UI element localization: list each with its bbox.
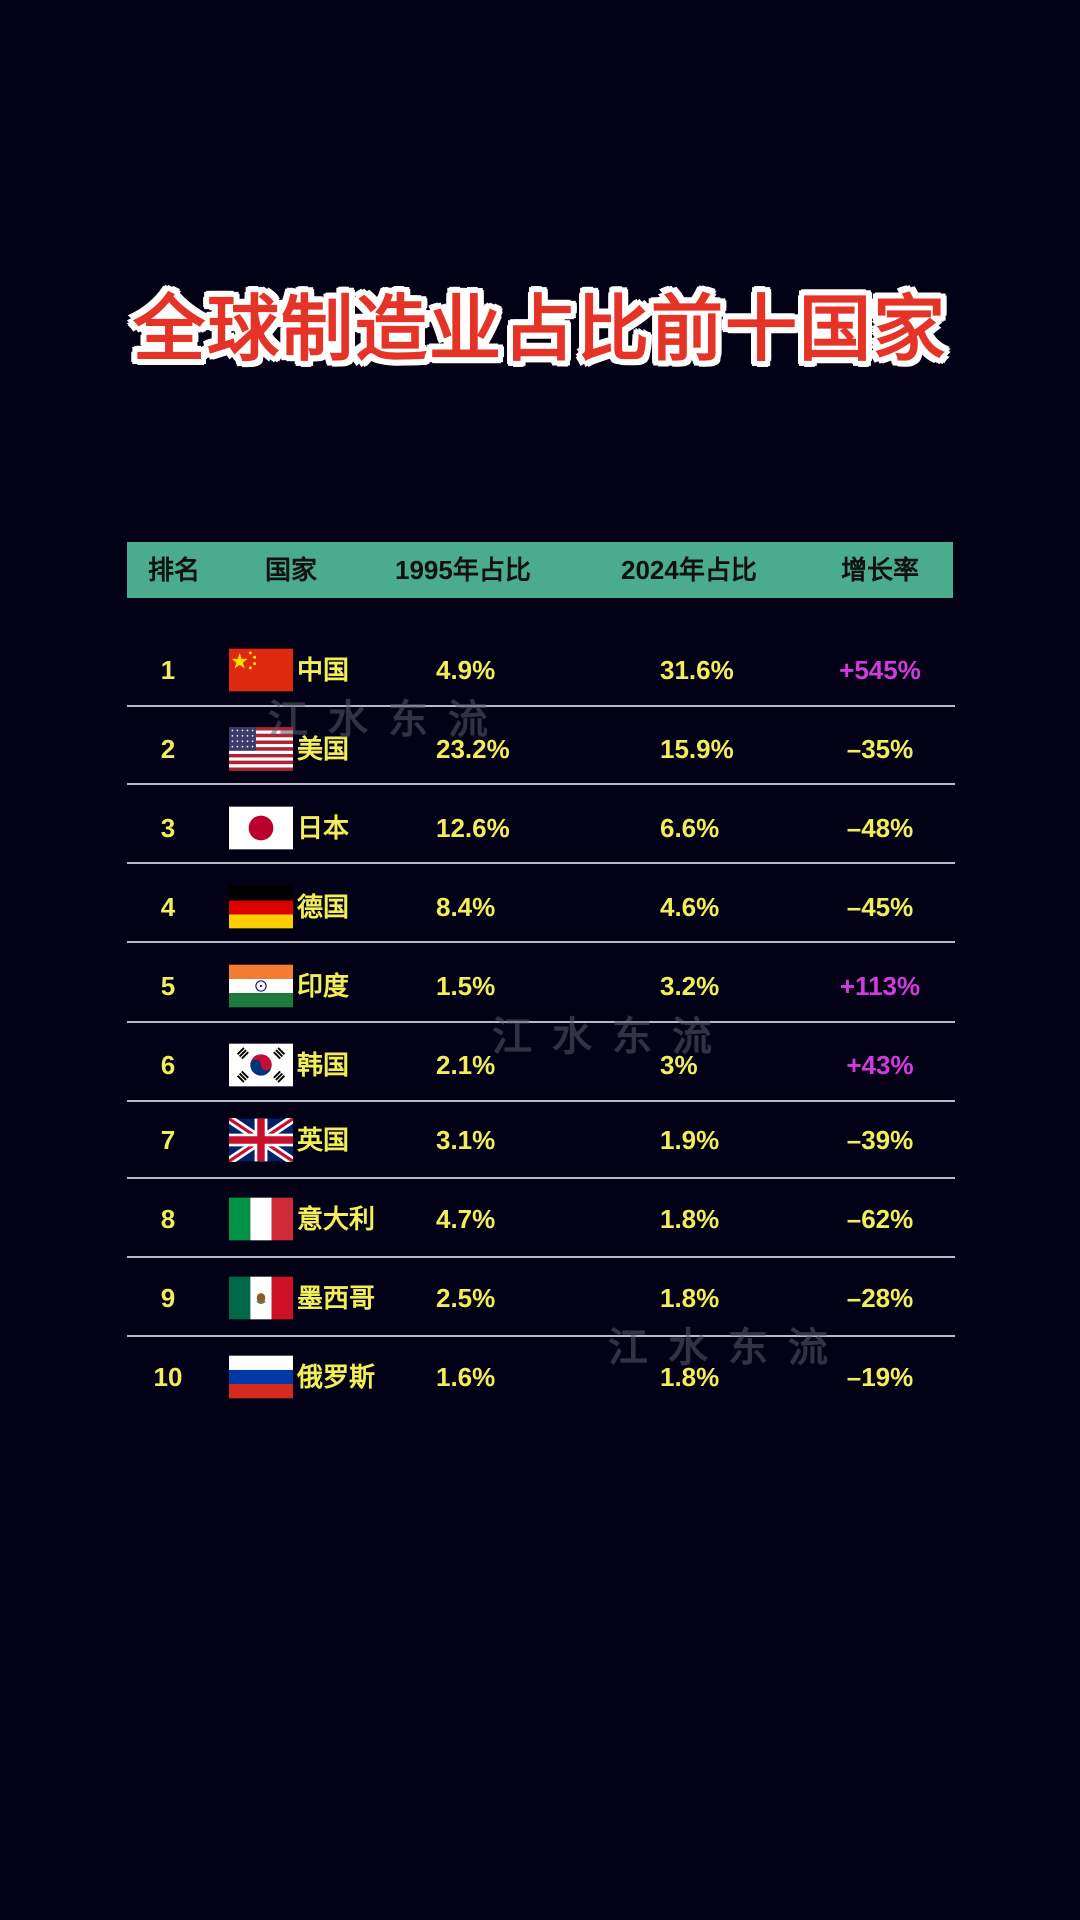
share-1995-cell: 2.5% — [436, 1283, 496, 1313]
rank-cell: 5 — [160, 971, 176, 1001]
country-cell: 美国 — [297, 734, 350, 764]
rank-cell: 7 — [160, 1125, 176, 1155]
table-row: 3 日本 12.6% 6.6% –48% — [0, 789, 1080, 867]
rank-cell: 8 — [160, 1204, 176, 1234]
row-divider — [127, 1256, 955, 1258]
share-1995-cell: 1.5% — [436, 971, 496, 1001]
growth-cell: –62% — [846, 1204, 914, 1234]
growth-cell: –35% — [846, 734, 914, 764]
japan-flag-icon — [229, 806, 293, 850]
table-row: 2 美国 23.2% 15.9% –35% — [0, 710, 1080, 788]
share-2024-cell: 3% — [660, 1050, 698, 1080]
share-2024-cell: 15.9% — [660, 734, 734, 764]
share-2024-cell: 1.8% — [660, 1204, 720, 1234]
row-divider — [127, 1335, 955, 1337]
india-flag-icon — [229, 964, 293, 1008]
share-2024-cell: 1.8% — [660, 1362, 720, 1392]
watermark: 江水东流 — [268, 696, 508, 743]
korea-flag-icon — [229, 1043, 293, 1087]
mexico-flag-icon — [229, 1276, 293, 1320]
uk-flag-icon — [229, 1118, 293, 1162]
growth-cell: –48% — [846, 813, 914, 843]
row-divider — [127, 783, 955, 785]
rank-cell: 4 — [160, 892, 176, 922]
share-1995-cell: 8.4% — [436, 892, 496, 922]
share-1995-cell: 4.9% — [436, 655, 496, 685]
table-row: 8 意大利 4.7% 1.8% –62% — [0, 1180, 1080, 1258]
growth-cell: +113% — [839, 971, 921, 1001]
row-divider — [127, 1021, 955, 1023]
rank-cell: 9 — [160, 1283, 176, 1313]
page-title: 全球制造业占比前十国家 — [132, 290, 947, 370]
italy-flag-icon — [229, 1197, 293, 1241]
country-cell: 英国 — [297, 1125, 350, 1155]
country-cell: 德国 — [297, 892, 350, 922]
watermark: 江水东流 — [492, 1013, 732, 1060]
row-divider — [127, 862, 955, 864]
header-share-2024: 2024年占比 — [621, 555, 757, 585]
share-2024-cell: 6.6% — [660, 813, 720, 843]
rank-cell: 2 — [160, 734, 176, 764]
row-divider — [127, 1177, 955, 1179]
table-row: 7 英国 3.1% 1.9% –39% — [0, 1101, 1080, 1179]
country-cell: 俄罗斯 — [297, 1362, 376, 1392]
table-row: 1 中国 4.9% 31.6% +545% — [0, 631, 1080, 709]
table-row: 10 俄罗斯 1.6% 1.8% –19% — [0, 1338, 1080, 1416]
table-row: 9 墨西哥 2.5% 1.8% –28% — [0, 1259, 1080, 1337]
country-cell: 意大利 — [297, 1204, 376, 1234]
share-2024-cell: 31.6% — [660, 655, 734, 685]
country-cell: 韩国 — [297, 1050, 350, 1080]
row-divider — [127, 705, 955, 707]
share-2024-cell: 4.6% — [660, 892, 720, 922]
header-share-1995: 1995年占比 — [395, 555, 531, 585]
rank-cell: 10 — [153, 1362, 183, 1392]
china-flag-icon — [229, 648, 293, 692]
share-2024-cell: 1.8% — [660, 1283, 720, 1313]
country-cell: 中国 — [297, 655, 350, 685]
header-rank: 排名 — [148, 555, 201, 585]
growth-cell: –28% — [846, 1283, 914, 1313]
table-row: 5 印度 1.5% 3.2% +113% — [0, 947, 1080, 1025]
rank-cell: 1 — [160, 655, 176, 685]
growth-cell: –39% — [846, 1125, 914, 1155]
growth-cell: –45% — [846, 892, 914, 922]
germany-flag-icon — [229, 885, 293, 929]
country-cell: 日本 — [297, 813, 350, 843]
share-1995-cell: 23.2% — [436, 734, 510, 764]
share-2024-cell: 3.2% — [660, 971, 720, 1001]
share-1995-cell: 3.1% — [436, 1125, 496, 1155]
row-divider — [127, 941, 955, 943]
country-cell: 印度 — [297, 971, 350, 1001]
watermark: 江水东流 — [608, 1324, 848, 1371]
russia-flag-icon — [229, 1355, 293, 1399]
table-row: 4 德国 8.4% 4.6% –45% — [0, 868, 1080, 946]
table-header: 排名 国家 1995年占比 2024年占比 增长率 — [127, 542, 953, 598]
growth-cell: +43% — [846, 1050, 914, 1080]
share-1995-cell: 12.6% — [436, 813, 510, 843]
share-1995-cell: 1.6% — [436, 1362, 496, 1392]
usa-flag-icon — [229, 727, 293, 771]
table-row: 6 韩国 2.1% 3% +43% — [0, 1026, 1080, 1104]
growth-cell: –19% — [846, 1362, 914, 1392]
share-1995-cell: 4.7% — [436, 1204, 496, 1234]
rank-cell: 6 — [160, 1050, 176, 1080]
row-divider — [127, 1100, 955, 1102]
country-cell: 墨西哥 — [297, 1283, 376, 1313]
header-country: 国家 — [265, 555, 318, 585]
growth-cell: +545% — [839, 655, 921, 685]
share-1995-cell: 2.1% — [436, 1050, 496, 1080]
share-2024-cell: 1.9% — [660, 1125, 720, 1155]
rank-cell: 3 — [160, 813, 176, 843]
header-growth: 增长率 — [841, 555, 920, 585]
